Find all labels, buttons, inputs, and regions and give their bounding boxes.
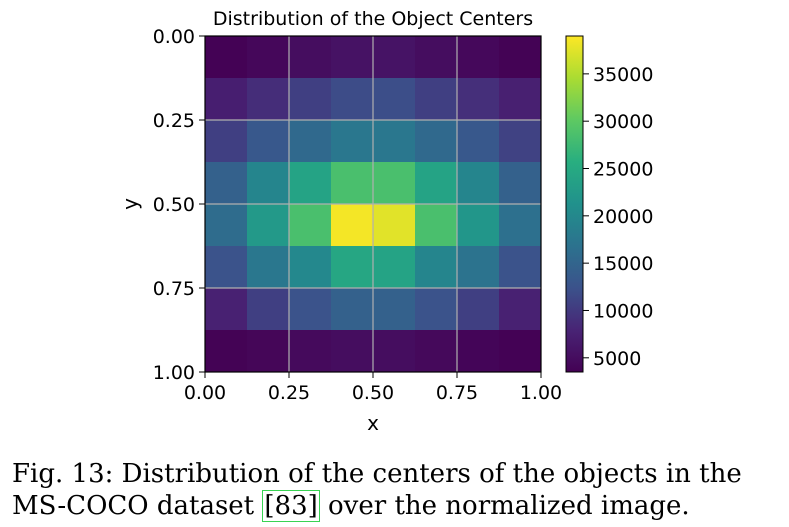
heatmap-cell xyxy=(373,288,416,331)
heatmap-cell xyxy=(373,162,416,205)
heatmap-cell xyxy=(415,288,458,331)
heatmap-cell xyxy=(415,78,458,121)
y-axis-ticks: 0.00 0.25 0.50 0.75 1.00 xyxy=(153,26,205,384)
heatmap-cell xyxy=(457,330,500,373)
heatmap-figure: Distribution of the Object Centers 0.00 0… xyxy=(118,8,653,435)
heatmap-cell xyxy=(205,288,248,331)
heatmap-cell xyxy=(205,36,248,79)
y-tick-label: 0.00 xyxy=(153,26,195,48)
heatmap-cell xyxy=(457,78,500,121)
heatmap-cell xyxy=(457,162,500,205)
heatmap-cell xyxy=(247,288,290,331)
x-tick-label: 0.50 xyxy=(352,382,394,404)
y-tick-label: 0.25 xyxy=(153,110,195,132)
heatmap-cell xyxy=(331,162,374,205)
heatmap-cell xyxy=(205,78,248,121)
y-tick-label: 1.00 xyxy=(153,362,195,384)
caption-prefix: Fig. 13: Distribution of the centers of … xyxy=(12,459,742,521)
heatmap-cell xyxy=(247,78,290,121)
heatmap-cell xyxy=(415,120,458,163)
heatmap-cell xyxy=(373,246,416,289)
figure-caption: Fig. 13: Distribution of the centers of … xyxy=(12,458,782,522)
heatmap-cell xyxy=(415,162,458,205)
heatmap-cell xyxy=(247,204,290,247)
heatmap-cell xyxy=(499,162,542,205)
y-tick-label: 0.50 xyxy=(153,194,195,216)
chart-title: Distribution of the Object Centers xyxy=(213,8,533,30)
heatmap-cell xyxy=(247,246,290,289)
heatmap-cell xyxy=(331,330,374,373)
colorbar-tick-label: 15000 xyxy=(593,253,653,275)
x-tick-label: 0.00 xyxy=(184,382,226,404)
heatmap-cell xyxy=(289,246,332,289)
colorbar-ticks: 5000 10000 15000 20000 25000 30000 35000 xyxy=(583,64,653,370)
heatmap-cell xyxy=(247,120,290,163)
colorbar xyxy=(565,35,584,373)
heatmap-cell xyxy=(205,162,248,205)
heatmap-cell xyxy=(373,204,416,247)
heatmap-cell xyxy=(247,330,290,373)
x-tick-label: 1.00 xyxy=(520,382,562,404)
heatmap-cell xyxy=(499,204,542,247)
heatmap-cell xyxy=(331,246,374,289)
heatmap-cell xyxy=(331,120,374,163)
heatmap-cell xyxy=(205,330,248,373)
heatmap-cell xyxy=(415,36,458,79)
heatmap-cell xyxy=(373,330,416,373)
colorbar-tick-label: 20000 xyxy=(593,206,653,228)
caption-suffix: over the normalized image. xyxy=(319,491,690,521)
x-tick-label: 0.25 xyxy=(268,382,310,404)
heatmap-cells xyxy=(205,36,542,373)
colorbar-tick-label: 10000 xyxy=(593,300,653,322)
citation-link[interactable]: [83] xyxy=(262,490,320,522)
heatmap-cell xyxy=(289,288,332,331)
colorbar-tick-label: 30000 xyxy=(593,111,653,133)
x-axis-ticks: 0.00 0.25 0.50 0.75 1.00 xyxy=(184,372,562,404)
heatmap-cell xyxy=(457,204,500,247)
heatmap-cell xyxy=(289,36,332,79)
heatmap-cell xyxy=(331,204,374,247)
heatmap-cell xyxy=(457,288,500,331)
heatmap-cell xyxy=(289,120,332,163)
heatmap-cell xyxy=(499,246,542,289)
heatmap-cell xyxy=(499,330,542,373)
heatmap-cell xyxy=(331,36,374,79)
heatmap-cell xyxy=(289,78,332,121)
grid-lines xyxy=(205,36,541,372)
heatmap-cell xyxy=(373,78,416,121)
heatmap-cell xyxy=(247,162,290,205)
heatmap-cell xyxy=(457,120,500,163)
y-tick-label: 0.75 xyxy=(153,278,195,300)
heatmap-cell xyxy=(205,246,248,289)
heatmap-cell xyxy=(247,36,290,79)
heatmap-cell xyxy=(289,330,332,373)
heatmap-cell xyxy=(289,162,332,205)
heatmap-cell xyxy=(499,36,542,79)
heatmap-cell xyxy=(457,36,500,79)
heatmap-cell xyxy=(331,288,374,331)
colorbar-tick-label: 5000 xyxy=(593,348,641,370)
heatmap-cell xyxy=(457,246,500,289)
heatmap-cell xyxy=(373,120,416,163)
x-axis-label: x xyxy=(367,411,379,435)
heatmap-cell xyxy=(499,288,542,331)
heatmap-cell xyxy=(205,120,248,163)
y-axis-label: y xyxy=(118,198,142,210)
heatmap-cell xyxy=(499,120,542,163)
heatmap-cell xyxy=(415,330,458,373)
colorbar-tick-label: 25000 xyxy=(593,159,653,181)
heatmap-cell xyxy=(205,204,248,247)
x-tick-label: 0.75 xyxy=(436,382,478,404)
heatmap-cell xyxy=(499,78,542,121)
colorbar-tick-label: 35000 xyxy=(593,64,653,86)
heatmap-cell xyxy=(373,36,416,79)
heatmap-cell xyxy=(289,204,332,247)
heatmap-cell xyxy=(415,246,458,289)
heatmap-cell xyxy=(415,204,458,247)
heatmap-cell xyxy=(331,78,374,121)
